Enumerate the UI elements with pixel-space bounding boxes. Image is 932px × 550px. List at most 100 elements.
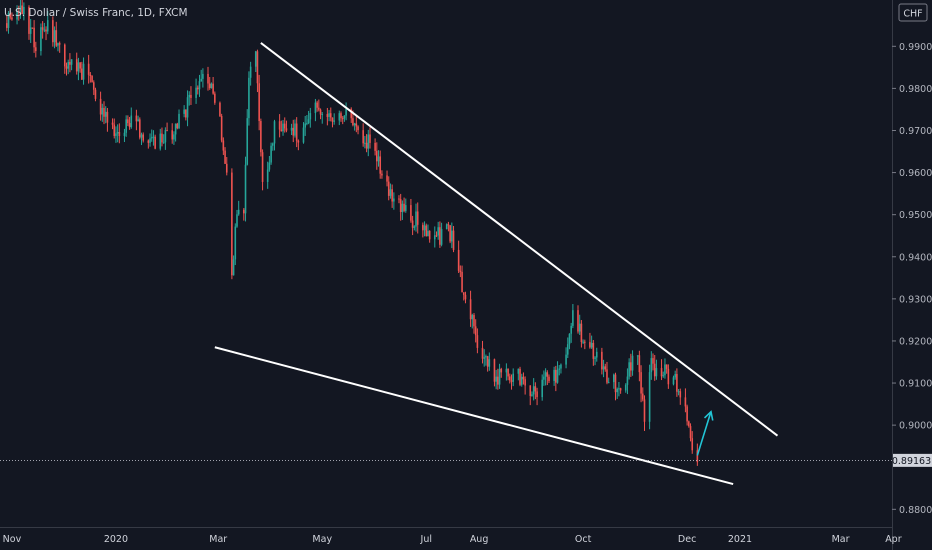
candle-body: [99, 98, 102, 115]
candle-body: [486, 356, 489, 367]
candle-body: [613, 374, 615, 383]
candle-body: [343, 115, 346, 119]
candle-body: [137, 119, 139, 122]
candle-body: [28, 6, 30, 34]
candle-body: [125, 119, 127, 133]
candle-body: [652, 358, 654, 364]
candle-body: [89, 74, 92, 76]
candle-body: [643, 399, 646, 422]
candle-body: [198, 81, 201, 90]
x-tick-label: 2021: [728, 534, 752, 545]
candle-body: [111, 122, 114, 125]
candle-body: [427, 230, 429, 237]
candle-body: [667, 368, 670, 385]
candle-body: [459, 270, 462, 272]
candle-body: [174, 123, 177, 135]
resistance-trendline[interactable]: [260, 42, 779, 437]
candle-body: [664, 364, 666, 376]
support-trendline[interactable]: [214, 346, 734, 486]
candle-body: [636, 355, 639, 357]
candle-body: [365, 142, 368, 149]
candle-body: [565, 354, 567, 365]
candle-body: [207, 73, 209, 84]
candle-body: [665, 364, 668, 369]
candle-body: [31, 27, 34, 29]
x-tick-label: Jul: [420, 534, 432, 545]
candle-body: [103, 107, 105, 117]
candle-body: [532, 386, 535, 395]
candle-body: [147, 140, 150, 143]
candle-body: [624, 384, 627, 391]
candle-body: [176, 123, 179, 129]
candle-body: [517, 368, 520, 374]
candle-body: [696, 450, 699, 463]
candle-body: [672, 377, 675, 385]
candle-body: [161, 133, 163, 143]
candle-body: [650, 358, 653, 373]
candle-body: [543, 376, 545, 380]
candle-series: [6, 0, 699, 466]
candle-body: [464, 294, 467, 300]
candle-body: [688, 421, 690, 427]
candle-body: [331, 117, 334, 122]
candle-body: [319, 109, 322, 115]
candle-body: [544, 372, 547, 377]
currency-badge[interactable]: [898, 3, 928, 22]
candle-body: [91, 75, 93, 83]
candle-body: [254, 51, 257, 67]
candle-body: [584, 341, 586, 343]
candle-body: [433, 235, 436, 240]
candle-body: [63, 44, 66, 67]
candle-body: [196, 87, 199, 90]
candle-body: [411, 220, 414, 228]
candle-body: [404, 205, 407, 211]
candle-body: [268, 162, 271, 170]
candle-body: [520, 376, 523, 385]
candle-body: [376, 150, 378, 162]
candle-body: [508, 376, 511, 381]
candle-body: [662, 375, 665, 377]
candle-body: [6, 23, 8, 28]
candle-body: [220, 116, 223, 141]
candle-body: [185, 109, 187, 118]
candle-body: [200, 78, 202, 82]
candle-body: [631, 355, 634, 371]
candle-body: [278, 121, 281, 130]
candle-body: [481, 347, 484, 359]
candle-body: [237, 209, 240, 215]
candle-body: [314, 102, 317, 114]
candle-body: [524, 379, 526, 386]
candle-body: [183, 109, 185, 114]
candle-body: [677, 391, 680, 393]
candle-body: [628, 362, 630, 377]
candle-body: [391, 189, 393, 202]
candle-body: [139, 119, 141, 138]
candle-body: [531, 394, 533, 396]
projection-arrow[interactable]: [696, 411, 712, 456]
candle-body: [35, 47, 37, 52]
candle-body: [214, 93, 216, 103]
candle-body: [425, 225, 428, 237]
currency-label: CHF: [903, 9, 922, 20]
candle-body: [616, 388, 619, 393]
candle-body: [9, 13, 12, 18]
candle-body: [641, 393, 644, 400]
time-axis[interactable]: Nov 2020 Mar May Jul Aug Oct Dec 2021 Mar Apr: [3, 534, 902, 545]
candle-body: [364, 142, 366, 144]
candle-body: [219, 102, 221, 117]
x-tick-label: Apr: [885, 534, 902, 545]
annotations: [214, 42, 779, 486]
candle-body: [374, 142, 376, 151]
last-price-badge: 0.89163: [892, 453, 932, 467]
candle-body: [318, 107, 320, 110]
candle-body: [333, 120, 335, 122]
candle-body: [75, 59, 78, 72]
candle-body: [128, 123, 131, 128]
candle-body: [40, 27, 42, 52]
